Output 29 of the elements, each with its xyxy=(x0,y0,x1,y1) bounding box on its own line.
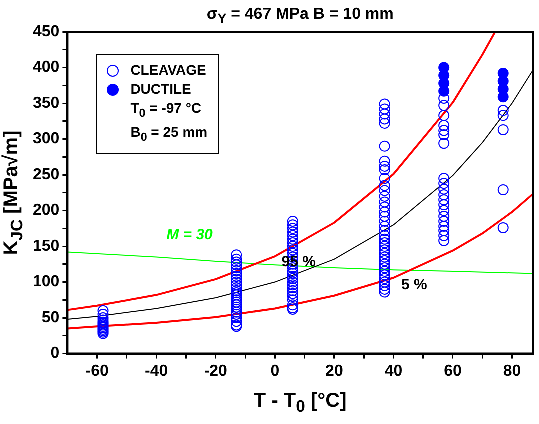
chart-title: σ$_{Y}$ = 467 MPa B = 10 mm xyxy=(206,6,395,26)
legend-label: DUCTILE xyxy=(130,80,192,99)
x-tick-label: 40 xyxy=(384,362,403,380)
x-tick-label: -20 xyxy=(204,362,228,380)
y-tick-label: 400 xyxy=(32,59,60,76)
series-label: M = 30 xyxy=(166,226,214,244)
y-tick-label: 0 xyxy=(50,345,60,362)
annotation: T$_{0}$ = -97 °C xyxy=(130,99,203,122)
x-tick-label: 0 xyxy=(270,362,280,380)
y-tick-label: 100 xyxy=(32,274,60,291)
y-tick-label: 150 xyxy=(32,238,60,255)
x-tick-label: 80 xyxy=(503,362,522,380)
x-tick-label: -60 xyxy=(86,362,109,380)
legend-label: CLEAVAGE xyxy=(130,61,206,80)
y-tick-label: 450 xyxy=(32,23,60,40)
y-tick-label: 300 xyxy=(32,130,60,148)
annotation: 95 % xyxy=(282,254,316,271)
y-tick-label: 200 xyxy=(32,202,60,220)
x-tick-label: 60 xyxy=(444,362,462,380)
x-tick-label: -40 xyxy=(145,362,168,380)
y-tick-label: 350 xyxy=(32,94,60,112)
y-tick-label: 250 xyxy=(32,166,60,184)
annotation: 5 % xyxy=(402,276,428,294)
x-axis-title: T - T$_{0}$ [°C] xyxy=(252,390,348,417)
point xyxy=(498,92,509,103)
x-tick-label: 20 xyxy=(326,362,344,380)
point xyxy=(438,86,450,97)
y-tick-label: 50 xyxy=(42,309,60,326)
annotation: B$_{0}$ = 25 mm xyxy=(130,122,208,146)
